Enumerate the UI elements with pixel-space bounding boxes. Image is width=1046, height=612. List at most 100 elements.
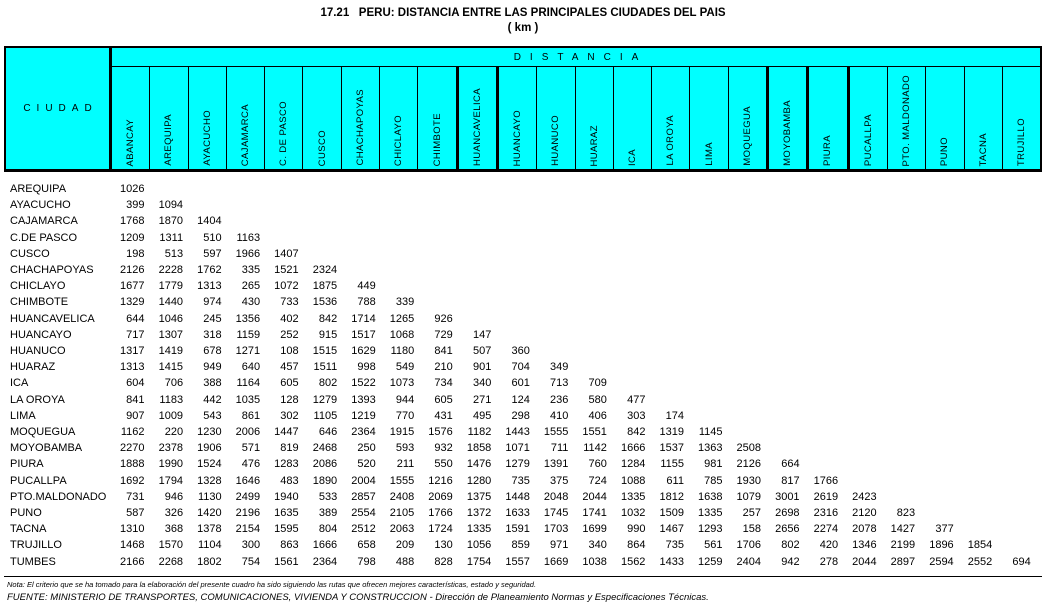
column-header-huaraz: HUARAZ [574,67,613,169]
distance-cell [770,197,809,213]
distance-cell: 298 [511,409,530,422]
distance-cell [577,294,616,310]
distance-cell: 841 [126,393,145,406]
distance-cell: 611 [666,474,684,487]
distance-cell [732,197,771,213]
distance-cell: 1515 [312,345,338,358]
distance-cell: 1511 [313,361,338,374]
distance-cell [231,213,270,229]
distance-cell [462,230,501,246]
distance-cell [770,359,809,375]
table-row: AREQUIPA 1026 [4,181,1040,197]
distance-cell: 2268 [158,555,184,568]
distance-cell: 2619 [813,490,839,503]
distance-cell [500,327,539,343]
distance-cell: 303 [627,409,646,422]
corner-cell-ciudad: CIUDAD [6,48,112,169]
distance-cell: 2120 [852,507,877,520]
distance-cell: 406 [588,409,607,422]
distance-cell: 605 [280,377,299,390]
row-city-label: AREQUIPA [10,183,67,195]
distance-cell [924,197,963,213]
distance-cell [577,246,616,262]
distance-cell [423,181,462,197]
distance-cell [847,327,886,343]
distance-cell: 2378 [158,442,184,455]
table-row: MOYOBAMBA 2270 2378 1906 571 819 2468 250 593 932… [4,440,1040,456]
distance-cell: 1035 [235,393,261,406]
distance-cell: 1669 [543,555,569,568]
distance-cell: 2364 [312,555,338,568]
distance-cell: 1699 [582,523,607,536]
distance-cell: 2656 [775,523,800,536]
distance-cell [963,375,1002,391]
column-header-label: LA OROYA [665,115,677,166]
distance-cell [616,294,655,310]
distance-cell [539,262,578,278]
distance-cell: 1551 [582,426,607,439]
distance-cell [963,359,1002,375]
distance-cell: 402 [280,312,299,325]
distance-cell: 2044 [582,490,607,503]
distance-cell: 729 [434,328,453,341]
table-row: LA OROYA 841 1183 442 1035 128 1279 1393 944 605 2… [4,392,1040,408]
distance-cell [462,197,501,213]
distance-cell: 711 [550,442,569,455]
distance-cell: 604 [126,377,145,390]
distance-cell: 1162 [120,426,145,439]
distance-cell [847,473,886,489]
distance-cell [269,197,308,213]
distance-cell [616,181,655,197]
distance-cell: 2166 [120,555,145,568]
footnote: Nota: El criterio que se ha tomado para … [7,580,537,589]
distance-cell [924,230,963,246]
distance-cell: 1555 [543,426,569,439]
distance-cell: 1633 [505,507,530,520]
distance-cell: 804 [318,523,338,536]
table-row: CHICLAYO 1677 1779 1313 265 1072 1875 449 [4,278,1040,294]
distance-cell [616,197,655,213]
distance-cell: 1714 [351,312,376,325]
distance-cell [963,392,1002,408]
distance-cell [963,294,1002,310]
distance-cell [847,392,886,408]
distance-cell: 1271 [235,345,261,358]
distance-cell [385,181,424,197]
distance-cell: 1293 [698,523,723,536]
distance-cell [654,278,693,294]
distance-cell [886,408,925,424]
distance-cell: 2154 [235,523,261,536]
distance-cell: 1766 [813,474,839,487]
distance-cell [809,456,848,472]
column-header-label: MOQUEGUA [741,106,753,166]
column-header-piura: PIURA [806,67,846,169]
distance-cell: 2063 [389,523,415,536]
distance-cell: 1570 [158,539,184,552]
distance-cell: 1447 [274,426,299,439]
distance-cell: 907 [126,409,145,422]
distance-cell [886,424,925,440]
column-header-huancavelica: HUANCAVELICA [455,67,496,169]
distance-cell [1001,213,1040,229]
distance-cell: 2594 [929,555,954,568]
distance-cell: 760 [588,458,607,471]
distance-cell: 1280 [466,474,492,487]
distance-cell: 147 [472,328,492,341]
distance-cell [847,359,886,375]
distance-cell [847,408,886,424]
distance-cell: 1766 [428,507,453,520]
distance-cell [1001,489,1040,505]
distance-cell: 1415 [158,361,184,374]
distance-cell [847,197,886,213]
distance-cell: 399 [126,199,145,212]
distance-cell: 1966 [235,247,261,260]
distance-cell: 1393 [351,393,376,406]
distance-cell: 1906 [197,442,222,455]
distance-cell [693,294,732,310]
column-header-label: TRUJILLO [1015,117,1027,166]
row-city-label: AYACUCHO [10,199,71,212]
distance-cell: 1356 [235,312,261,325]
distance-cell [809,181,848,197]
distance-cell: 2468 [312,442,338,455]
distance-cell [693,392,732,408]
